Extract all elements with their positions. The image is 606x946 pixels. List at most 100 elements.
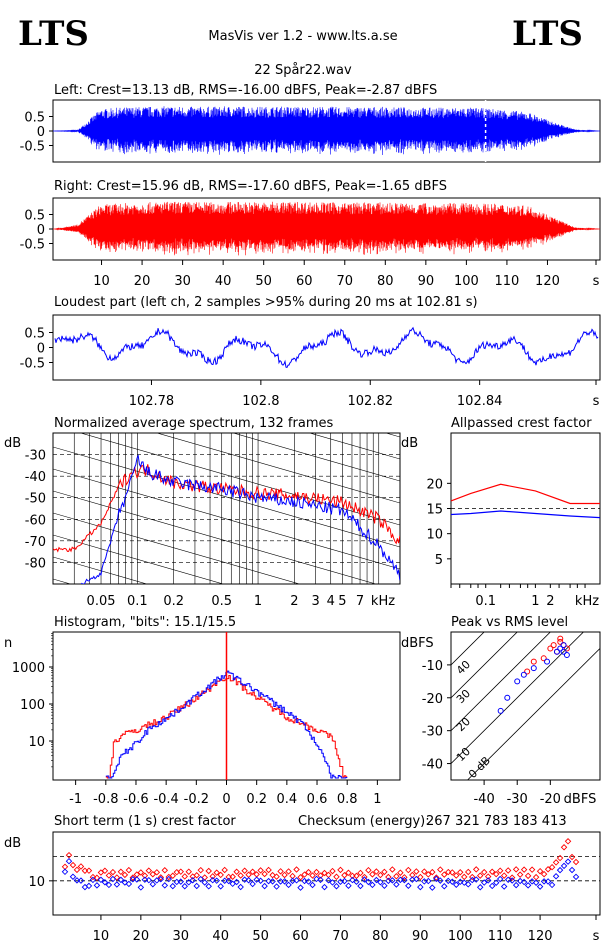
crest-point bbox=[217, 871, 224, 879]
spectrum-xtick-label: 3 bbox=[311, 594, 319, 609]
crest-point bbox=[357, 869, 364, 877]
time-axis-label: 70 bbox=[336, 274, 353, 289]
crest-point bbox=[201, 879, 208, 886]
peak-rms-point bbox=[520, 671, 527, 678]
crest-point bbox=[237, 872, 244, 879]
time-axis-label: s bbox=[593, 274, 600, 289]
crest-point bbox=[265, 877, 272, 885]
crest-point bbox=[492, 879, 500, 886]
crest-point bbox=[425, 877, 432, 885]
crest-point bbox=[405, 882, 412, 890]
peak-rms-diagonal-line bbox=[466, 647, 600, 780]
peak-rms-ytick-label: -40 bbox=[422, 758, 443, 773]
crest-point bbox=[309, 872, 316, 879]
spectrum-xtick-label: 0.5 bbox=[211, 594, 232, 609]
crest-point bbox=[349, 876, 356, 884]
crest-point bbox=[341, 871, 348, 879]
peak-rms-point bbox=[540, 655, 547, 662]
spectrum-xtick-label: 2 bbox=[290, 594, 298, 609]
crest-point bbox=[213, 877, 220, 884]
crest-point bbox=[77, 863, 85, 870]
crest-point bbox=[532, 879, 540, 886]
peak-rms-point bbox=[563, 652, 570, 659]
peak-rms-point bbox=[530, 658, 537, 665]
crest-point bbox=[401, 874, 408, 881]
crest-point bbox=[325, 877, 332, 884]
crest-point bbox=[385, 873, 392, 881]
crest-point bbox=[233, 878, 240, 886]
crest-point bbox=[241, 867, 248, 874]
peak-rms-diag-label: 20 bbox=[454, 715, 473, 734]
crest-point bbox=[101, 879, 109, 886]
crest-xtick-label: 60 bbox=[292, 929, 309, 944]
loudest-ytick-label: -0.5 bbox=[20, 357, 45, 372]
spectrum-ytick-label: -50 bbox=[25, 492, 46, 507]
peak-rms-diagonal-line bbox=[451, 632, 585, 765]
crest-xtick-label: s bbox=[593, 929, 600, 944]
crest-point bbox=[572, 858, 580, 866]
crest-point bbox=[544, 878, 552, 885]
crest-xtick-label: 50 bbox=[252, 929, 269, 944]
loudest-xtick-label: 102.84 bbox=[457, 394, 503, 409]
crest-point bbox=[353, 878, 360, 885]
crest-point bbox=[425, 871, 432, 878]
crest-point bbox=[293, 866, 300, 873]
allpass-xtick-label: 0.1 bbox=[475, 594, 496, 609]
spectrum-slope-line bbox=[53, 556, 148, 584]
crest-point bbox=[441, 883, 448, 890]
crest-point bbox=[484, 877, 492, 884]
crest-point bbox=[445, 868, 452, 876]
crest-point bbox=[93, 882, 101, 889]
crest-point bbox=[496, 875, 504, 883]
crest-point bbox=[301, 877, 308, 885]
crest-point bbox=[169, 882, 177, 890]
crest-point bbox=[548, 881, 556, 889]
crest-point bbox=[484, 873, 492, 880]
spectrum-xtick-label: 5 bbox=[338, 594, 346, 609]
crest-point bbox=[305, 878, 312, 885]
crest-point bbox=[508, 874, 516, 881]
allpass-ytick-label: 10 bbox=[426, 528, 443, 543]
crest-ylabel: dB bbox=[4, 836, 21, 851]
crest-point bbox=[492, 870, 500, 878]
spectrum-slope-line bbox=[156, 433, 400, 504]
crest-point bbox=[321, 883, 328, 891]
loudest-xtick-label: s bbox=[593, 394, 600, 409]
allpass-series-line bbox=[450, 483, 600, 505]
time-axis-label: 40 bbox=[215, 274, 232, 289]
allpass-xtick-label: 2 bbox=[546, 594, 554, 609]
spectrum-slope-line bbox=[308, 433, 400, 460]
crest-point bbox=[209, 873, 216, 880]
crest-point bbox=[121, 871, 129, 879]
crest-point bbox=[488, 882, 496, 890]
crest-point bbox=[365, 878, 372, 886]
peak-rms-point bbox=[497, 707, 504, 714]
allpass-xtick-label: 1 bbox=[531, 594, 539, 609]
crest-point bbox=[429, 868, 436, 876]
crest-point bbox=[508, 877, 516, 884]
crest-point bbox=[233, 868, 240, 875]
crest-point bbox=[393, 873, 400, 880]
crest-point bbox=[161, 882, 169, 889]
crest-point bbox=[97, 876, 105, 884]
loudest-title: Loudest part (left ch, 2 samples >95% du… bbox=[54, 295, 478, 310]
histogram-xtick-label: 1 bbox=[373, 792, 381, 807]
time-axis-label: 60 bbox=[296, 274, 313, 289]
crest-point bbox=[141, 872, 149, 879]
crest-point bbox=[397, 876, 404, 884]
crest-point bbox=[129, 874, 137, 881]
crest-point bbox=[397, 869, 404, 876]
histogram-xtick-label: -0.4 bbox=[153, 792, 178, 807]
crest-point bbox=[488, 868, 496, 875]
crest-point bbox=[61, 868, 69, 876]
peak-rms-diagonal-line bbox=[451, 632, 485, 666]
loudest-xtick-label: 102.8 bbox=[242, 394, 279, 409]
histogram-ytick-label: 1000 bbox=[12, 661, 45, 676]
crest-point bbox=[245, 871, 252, 878]
crest-point bbox=[177, 868, 185, 875]
crest-point bbox=[540, 870, 548, 878]
peak-rms-point bbox=[557, 638, 564, 645]
crest-point bbox=[373, 876, 380, 884]
crest-xtick-label: 10 bbox=[93, 929, 110, 944]
spectrum-ylabel: dB bbox=[4, 436, 21, 451]
